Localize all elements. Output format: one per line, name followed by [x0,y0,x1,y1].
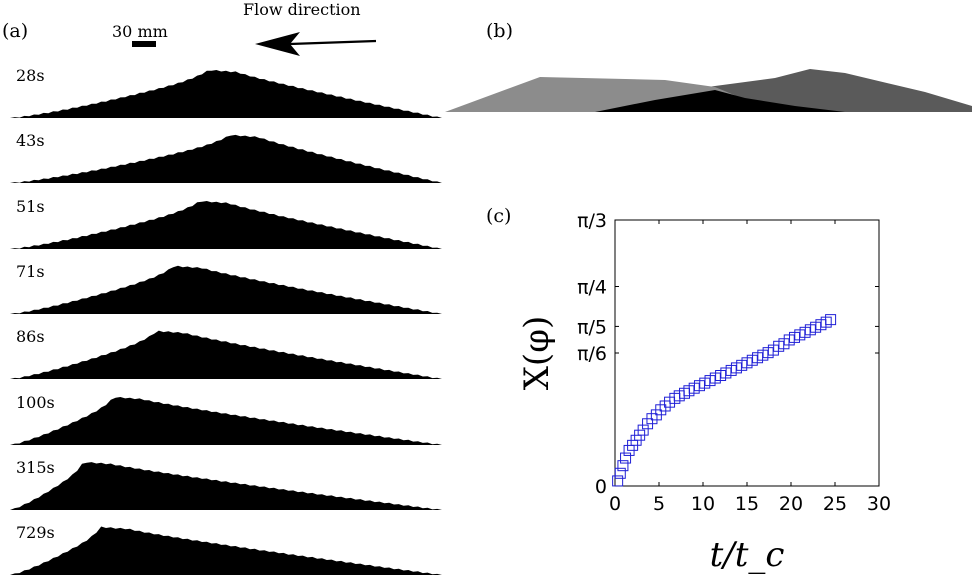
panel-b-label: (b) [486,20,513,42]
y-tick-label: π/4 [577,277,607,299]
data-point [655,404,667,416]
panel-a-label: (a) [2,20,29,42]
data-point [637,424,649,436]
time-label: 51s [16,196,45,216]
y-axis-label: X(φ) [517,316,557,391]
y-tick-label: π/6 [577,343,607,365]
y-tick-label: π/3 [577,210,607,232]
x-tick-label: 15 [735,493,759,515]
x-tick-label: 30 [867,493,891,515]
overlay-profiles [445,69,972,112]
time-label: 71s [16,261,45,281]
dune-profile [10,526,442,576]
x-axis-label: t/t_c [710,535,785,575]
dune-shape [10,526,442,576]
plot-frame [614,219,880,487]
time-label: 86s [16,327,45,347]
dune-shape [10,330,442,380]
y-tick-label: 0 [595,476,607,498]
x-tick-label: 10 [691,493,715,515]
y-tick-label: π/5 [577,316,607,338]
dune-shape [10,70,442,118]
middle-profile [595,90,845,112]
data-point [646,413,658,425]
scale-bar [132,41,156,47]
x-tick-label: 5 [653,493,665,515]
flow-direction-label: Flow direction [243,0,361,19]
dune-shape [10,200,442,249]
x-tick-label: 0 [609,493,621,515]
x-tick-label: 20 [779,493,803,515]
data-point [612,475,624,487]
data-point [614,467,626,479]
scale-bar-label: 30 mm [112,22,168,41]
dune-profile [10,135,442,184]
time-label: 28s [16,66,45,85]
panel-c-label: (c) [486,205,512,227]
dune-profile [10,396,442,445]
data-point [659,400,671,412]
dune-profile [10,330,442,380]
dune-profile [10,70,442,118]
dune-shape [10,135,442,184]
data-point [620,452,632,464]
data-point [617,460,629,472]
data-point [825,314,837,326]
time-label: 729s [16,523,55,543]
flow-direction-arrow [255,32,377,56]
dune-profile [10,265,442,314]
data-point [820,316,832,328]
dune-shape [10,396,442,445]
time-label: 43s [16,131,45,151]
dune-shape [10,265,442,314]
time-label: 315s [16,457,55,477]
dune-shape [10,461,442,510]
dune-profile [10,461,442,510]
x-tick-label: 25 [823,493,847,515]
dune-profile [10,200,442,249]
time-label: 100s [16,392,55,412]
